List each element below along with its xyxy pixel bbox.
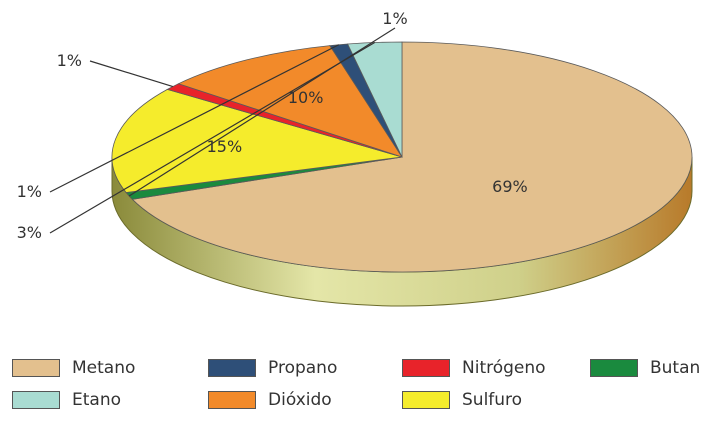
slice-label-etano: 3% (17, 223, 42, 242)
legend-swatch-metano (12, 359, 60, 377)
legend-label-nitrógeno: Nitrógeno (462, 358, 546, 378)
slice-label-sulfuro: 15% (207, 137, 243, 156)
legend-item-nitrógeno: Nitrógeno (402, 356, 546, 380)
legend-swatch-dióxido (208, 391, 256, 409)
legend-item-butan: Butan (590, 356, 700, 380)
pie-slice-metano (131, 41, 693, 273)
pie-slice-dióxido (177, 45, 403, 158)
legend-swatch-propano (208, 359, 256, 377)
legend-item-sulfuro: Sulfuro (402, 388, 522, 412)
legend-swatch-sulfuro (402, 391, 450, 409)
legend-item-propano: Propano (208, 356, 337, 380)
legend-item-etano: Etano (12, 388, 121, 412)
pie-leader-lines (49, 27, 396, 234)
legend-label-etano: Etano (72, 390, 121, 410)
legend-item-metano: Metano (12, 356, 135, 380)
slice-label-nitrógeno: 1% (57, 51, 82, 70)
pie-slice-sulfuro (111, 88, 403, 193)
slice-label-metano: 69% (492, 177, 528, 196)
leader-line-nitrógeno (89, 60, 174, 88)
leader-line-etano (49, 41, 376, 234)
legend-item-dióxido: Dióxido (208, 388, 332, 412)
legend-swatch-butan (590, 359, 638, 377)
slice-label-butan: 1% (382, 9, 407, 28)
pie-chart: 69% 1% 15% 1% 10% 1% 3% (17, 9, 693, 307)
legend-swatch-nitrógeno (402, 359, 450, 377)
legend: Metano Propano Nitrógeno Butan Etano Dióxido S… (0, 348, 703, 425)
leader-line-propano (49, 44, 340, 193)
legend-label-butan: Butan (650, 358, 701, 378)
slice-label-propano: 1% (17, 182, 42, 201)
legend-swatch-etano (12, 391, 60, 409)
slice-label-dióxido: 10% (288, 88, 324, 107)
pie-slices (111, 41, 693, 273)
legend-label-dióxido: Dióxido (268, 390, 332, 410)
legend-label-metano: Metano (72, 358, 136, 378)
legend-label-propano: Propano (268, 358, 338, 378)
pie-labels: 69% 1% 15% 1% 10% 1% 3% (17, 9, 528, 242)
legend-label-sulfuro: Sulfuro (462, 390, 523, 410)
